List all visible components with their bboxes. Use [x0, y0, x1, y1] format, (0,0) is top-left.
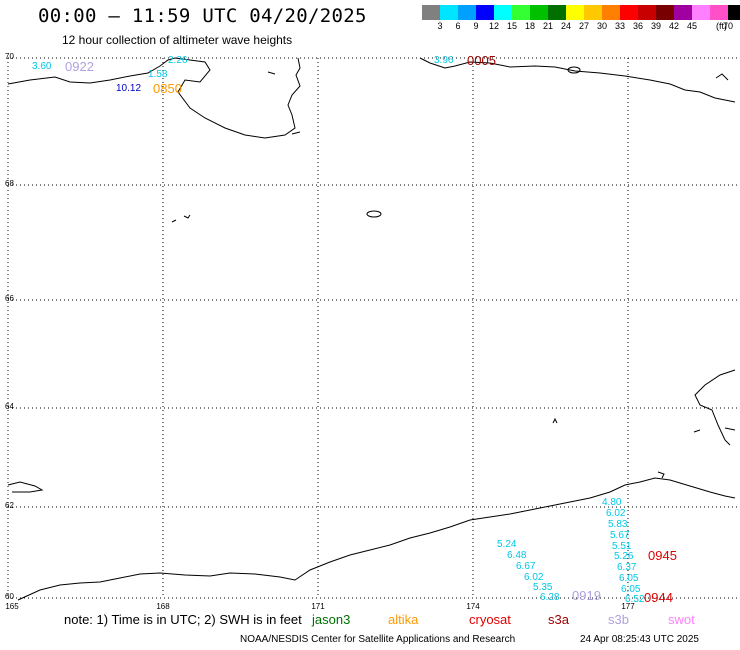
page-title: 00:00 – 11:59 UTC 04/20/2025	[38, 5, 367, 27]
islets	[267, 71, 729, 433]
color-legend-label: 18	[524, 21, 536, 31]
pass-time-label: 0945	[648, 548, 677, 563]
generated-timestamp: 24 Apr 08:25:43 UTC 2025	[580, 634, 699, 645]
seward-coast	[694, 369, 736, 446]
color-legend-label: 42	[668, 21, 680, 31]
hook-islet	[657, 471, 665, 479]
satellite-legend-item: swot	[668, 612, 695, 627]
wave-height-reading: 4.80	[602, 497, 622, 508]
color-swatch	[602, 5, 620, 20]
color-swatch	[476, 5, 494, 20]
color-swatch	[422, 5, 440, 20]
satellite-legend-item: s3b	[608, 612, 629, 627]
color-swatch	[620, 5, 638, 20]
color-legend-label: 24	[560, 21, 572, 31]
satellite-legend-item: cryosat	[469, 612, 511, 627]
latitude-label: 68	[5, 179, 14, 188]
pass-time-label: 0944	[644, 590, 673, 605]
coastline	[7, 57, 736, 601]
wave-height-reading: 3.96	[434, 55, 454, 66]
page-subtitle: 12 hour collection of altimeter wave hei…	[62, 33, 293, 47]
longitude-label: 168	[156, 602, 170, 611]
color-legend-label: 9	[473, 21, 479, 31]
wave-height-reading: 3.60	[32, 61, 52, 72]
longitude-label: 174	[466, 602, 480, 611]
color-legend-label: 6	[455, 21, 461, 31]
wave-height-reading: 6.05	[621, 584, 641, 595]
wave-height-reading: 5.24	[497, 539, 517, 550]
wave-height-reading: 6.67	[516, 561, 536, 572]
color-legend-unit: (ft)	[716, 21, 727, 31]
wave-height-reading: 5.26	[614, 551, 634, 562]
satellite-legend-item: s3a	[548, 612, 569, 627]
wave-height-reading: 6.02	[606, 508, 626, 519]
color-legend-label: 39	[650, 21, 662, 31]
color-legend-label: 3	[437, 21, 443, 31]
color-swatch	[674, 5, 692, 20]
color-legend	[422, 5, 740, 20]
latitude-label: 64	[5, 402, 14, 411]
wave-height-reading: 6.02	[524, 572, 544, 583]
color-legend-label: 12	[488, 21, 500, 31]
wave-height-reading: 5.83	[608, 519, 628, 530]
footer-note: note: 1) Time is in UTC; 2) SWH is in fe…	[64, 612, 302, 627]
latitude-label: 70	[5, 52, 14, 61]
color-legend-label: 15	[506, 21, 518, 31]
color-legend-label: 45	[686, 21, 698, 31]
longitude-label: 165	[5, 602, 19, 611]
wave-height-reading: 6.52	[625, 594, 645, 605]
wave-height-reading: 5.51	[612, 541, 632, 552]
color-legend-label: 70	[722, 21, 734, 31]
longitude-label: 171	[311, 602, 325, 611]
island-east	[567, 66, 581, 74]
islet-left	[552, 417, 558, 424]
color-swatch	[530, 5, 548, 20]
wave-height-reading: 5.67	[610, 530, 630, 541]
small-islands	[171, 214, 191, 223]
color-swatch	[656, 5, 674, 20]
color-swatch	[548, 5, 566, 20]
pass-time-label: 0850	[153, 81, 182, 96]
wave-height-reading: 10.12	[116, 83, 142, 94]
latitude-label: 66	[5, 294, 14, 303]
longitude-label: 177	[621, 602, 635, 611]
wave-height-reading: 1.58	[148, 69, 168, 80]
credit-line: NOAA/NESDIS Center for Satellite Applica…	[240, 634, 516, 645]
wave-height-reading: 6.05	[619, 573, 639, 584]
island	[366, 210, 382, 218]
color-legend-label: 30	[596, 21, 608, 31]
satellite-legend-item: altika	[388, 612, 419, 627]
color-swatch	[512, 5, 530, 20]
color-swatch	[692, 5, 710, 20]
alaska-coast	[419, 57, 736, 103]
latitude-label: 62	[5, 501, 14, 510]
wave-height-reading: 6.37	[617, 562, 637, 573]
chukotka-coast	[7, 57, 301, 139]
siberia-coast	[17, 477, 736, 601]
pass-time-label: 0919	[572, 588, 601, 603]
wave-height-reading: 6.28	[540, 592, 560, 603]
wave-height-reading: 2.26	[168, 55, 188, 66]
pass-time-label: 0005	[467, 53, 496, 68]
color-legend-label: 21	[542, 21, 554, 31]
color-swatch	[710, 5, 728, 20]
color-swatch	[728, 5, 740, 20]
map-grid	[7, 57, 740, 599]
west-coast-bit	[7, 481, 44, 493]
color-legend-label: 36	[632, 21, 644, 31]
color-swatch	[584, 5, 602, 20]
color-legend-label: 33	[614, 21, 626, 31]
latitude-label: 60	[5, 592, 14, 601]
color-legend-label: 27	[578, 21, 590, 31]
color-swatch	[440, 5, 458, 20]
color-swatch	[458, 5, 476, 20]
wave-height-reading: 6.48	[507, 550, 527, 561]
color-swatch	[638, 5, 656, 20]
pass-time-label: 0922	[65, 59, 94, 74]
wave-height-reading: 5.35	[533, 582, 553, 593]
color-swatch	[494, 5, 512, 20]
satellite-legend-item: jason3	[312, 612, 351, 627]
color-swatch	[566, 5, 584, 20]
